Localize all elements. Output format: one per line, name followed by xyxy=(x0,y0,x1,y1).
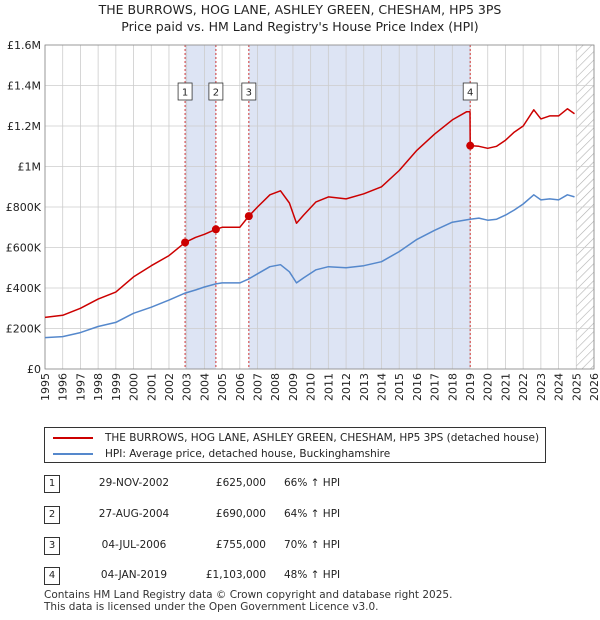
price-chart: £0 £200K £400K £600K £800K £1M £1.2M £1.4M £1.6M… xyxy=(6,39,600,401)
sale-point xyxy=(244,212,253,221)
sale-point xyxy=(466,141,475,150)
chart-title-line2: Price paid vs. HM Land Registry's House … xyxy=(121,19,479,34)
x-tick-label: 2000 xyxy=(128,373,141,401)
transaction-date: 29-NOV-2002 xyxy=(98,477,170,489)
y-tick-label: £0 xyxy=(27,363,41,376)
x-tick-label: 2025 xyxy=(570,373,583,401)
legend-swatch-property xyxy=(53,436,93,439)
x-tick-label: 2005 xyxy=(216,373,229,401)
transaction-number-badge: 3 xyxy=(44,537,60,555)
x-tick-label: 2006 xyxy=(234,373,247,401)
transaction-number-badge: 2 xyxy=(44,506,60,524)
transaction-price: £755,000 xyxy=(215,539,266,551)
x-tick-label: 1999 xyxy=(110,373,123,401)
x-tick-label: 2015 xyxy=(393,373,406,401)
transaction-date: 04-JAN-2019 xyxy=(100,569,168,581)
transaction-price: £690,000 xyxy=(215,508,266,520)
y-tick-label: £1M xyxy=(18,161,42,174)
transaction-number-badge: 1 xyxy=(44,475,60,493)
y-tick-label: £600K xyxy=(6,242,42,255)
y-tick-label: £1.4M xyxy=(7,80,41,93)
x-tick-label: 2017 xyxy=(429,373,442,401)
plot-frame xyxy=(44,44,595,370)
transaction-row: 1 29-NOV-2002 £625,000 66% ↑ HPI xyxy=(44,475,564,493)
y-tick-label: £400K xyxy=(6,282,42,295)
footer-line-copyright: Contains HM Land Registry data © Crown c… xyxy=(44,589,453,601)
x-tick-label: 2013 xyxy=(358,373,371,401)
sale-label-number: 3 xyxy=(246,88,252,99)
sale-label-number: 4 xyxy=(467,88,473,99)
legend-swatch-hpi xyxy=(53,452,93,455)
transaction-row: 4 04-JAN-2019 £1,103,000 48% ↑ HPI xyxy=(44,567,564,585)
x-tick-label: 2024 xyxy=(553,373,566,401)
footer-line-licence: This data is licensed under the Open Gov… xyxy=(44,601,379,613)
sale-point xyxy=(181,238,190,247)
transaction-hpi-change: 48% ↑ HPI xyxy=(284,569,341,581)
transaction-number-badge: 4 xyxy=(44,567,60,585)
sale-label-number: 1 xyxy=(182,88,188,99)
sale-point xyxy=(211,225,220,234)
x-tick-label: 2009 xyxy=(287,373,300,401)
x-tick-label: 2008 xyxy=(269,373,282,401)
x-tick-label: 2003 xyxy=(181,373,194,401)
x-tick-label: 1995 xyxy=(39,373,52,401)
sale-label-box xyxy=(462,82,478,101)
x-tick-label: 2010 xyxy=(305,373,318,401)
transaction-hpi-change: 70% ↑ HPI xyxy=(284,539,341,551)
x-tick-label: 2023 xyxy=(535,373,548,401)
y-tick-label: £200K xyxy=(6,323,42,336)
transaction-date: 27-AUG-2004 xyxy=(98,508,170,520)
x-tick-label: 2007 xyxy=(252,373,265,401)
transaction-date: 04-JUL-2006 xyxy=(101,539,167,551)
legend-item-property: THE BURROWS, HOG LANE, ASHLEY GREEN, CHE… xyxy=(53,430,539,445)
sale-label-box xyxy=(241,82,257,101)
sale-label-box xyxy=(177,82,193,101)
transaction-row: 3 04-JUL-2006 £755,000 70% ↑ HPI xyxy=(44,537,564,555)
sale-label-number: 2 xyxy=(213,88,219,99)
transaction-hpi-change: 66% ↑ HPI xyxy=(284,477,341,489)
legend-item-hpi: HPI: Average price, detached house, Buck… xyxy=(53,446,390,461)
chart-title-line1: THE BURROWS, HOG LANE, ASHLEY GREEN, CHE… xyxy=(98,2,502,17)
property-price-line xyxy=(44,108,575,319)
y-tick-label: £1.2M xyxy=(7,120,41,133)
transaction-hpi-change: 64% ↑ HPI xyxy=(284,508,341,520)
x-tick-label: 1997 xyxy=(74,373,87,401)
x-tick-label: 2001 xyxy=(145,373,158,401)
x-tick-label: 2019 xyxy=(464,373,477,401)
chart-legend: THE BURROWS, HOG LANE, ASHLEY GREEN, CHE… xyxy=(44,427,546,463)
x-tick-label: 1996 xyxy=(57,373,70,401)
x-tick-label: 2002 xyxy=(163,373,176,401)
x-tick-label: 2016 xyxy=(411,373,424,401)
x-tick-label: 2011 xyxy=(322,373,335,401)
x-tick-label: 2004 xyxy=(198,373,211,401)
transaction-price: £1,103,000 xyxy=(205,569,266,581)
x-tick-label: 2022 xyxy=(517,373,530,401)
legend-label-property: THE BURROWS, HOG LANE, ASHLEY GREEN, CHE… xyxy=(105,431,540,444)
legend-label-hpi: HPI: Average price, detached house, Buck… xyxy=(105,447,391,460)
x-tick-label: 2021 xyxy=(499,373,512,401)
x-tick-label: 2014 xyxy=(375,373,388,401)
transaction-price: £625,000 xyxy=(215,477,266,489)
x-tick-label: 2018 xyxy=(446,373,459,401)
x-tick-label: 2012 xyxy=(340,373,353,401)
x-tick-label: 2026 xyxy=(588,373,600,401)
x-tick-label: 2020 xyxy=(482,373,495,401)
transaction-row: 2 27-AUG-2004 £690,000 64% ↑ HPI xyxy=(44,506,564,524)
y-tick-label: £800K xyxy=(6,201,42,214)
sale-label-box xyxy=(208,82,224,101)
footer-attribution: Contains HM Land Registry data © Crown c… xyxy=(44,589,452,613)
x-tick-label: 1998 xyxy=(92,373,105,401)
hpi-line xyxy=(44,194,575,339)
y-tick-label: £1.6M xyxy=(7,39,41,52)
